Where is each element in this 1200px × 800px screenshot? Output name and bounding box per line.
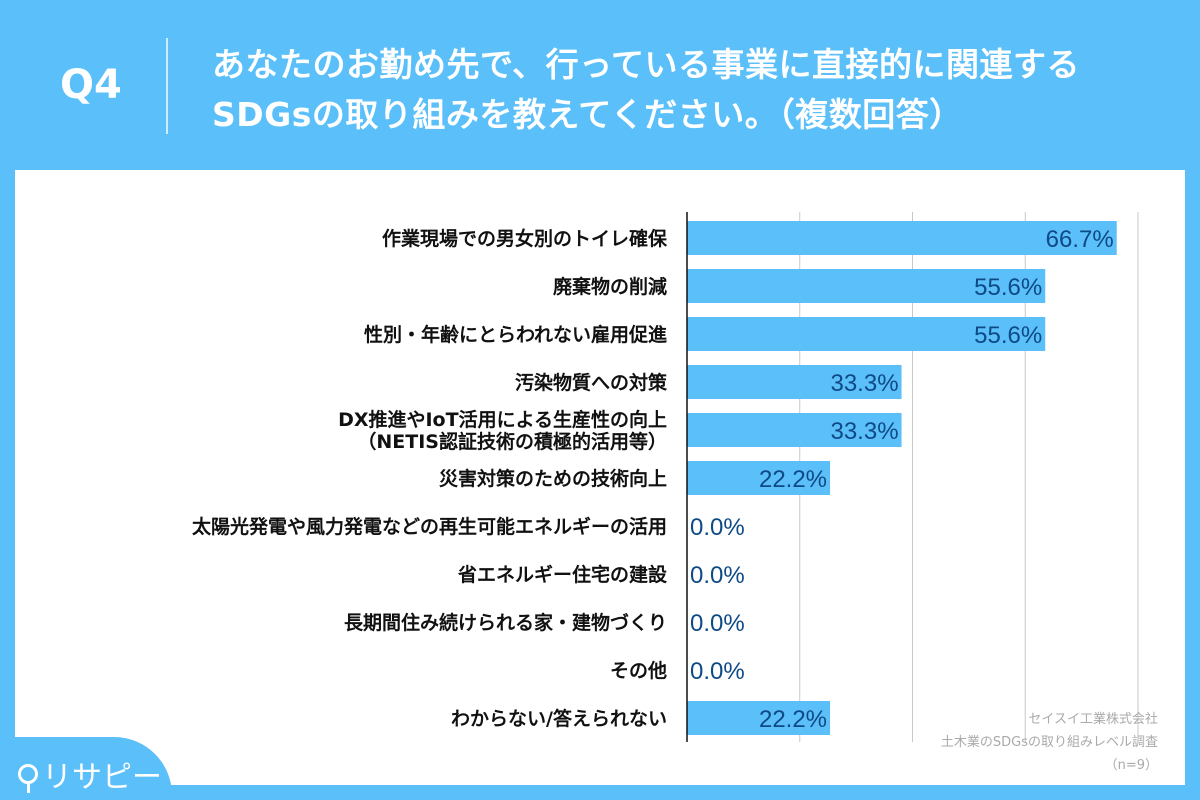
data-label: 33.3%	[830, 418, 898, 445]
bar	[687, 413, 902, 447]
header-divider	[166, 38, 168, 134]
data-label: 0.0%	[690, 610, 745, 637]
category-label: 廃棄物の削減	[553, 275, 667, 298]
data-label: 55.6%	[974, 274, 1042, 301]
question-number: Q4	[60, 62, 122, 108]
category-label: 省エネルギー住宅の建設	[457, 563, 668, 586]
data-label: 0.0%	[690, 562, 745, 589]
title-line-1: あなたのお勤め先で、行っている事業に直接的に関連する	[212, 45, 1081, 84]
data-label: 22.2%	[759, 466, 827, 493]
category-label: 太陽光発電や風力発電などの再生可能エネルギーの活用	[192, 515, 667, 538]
data-label: 55.6%	[974, 322, 1042, 349]
category-label: 長期間住み続けられる家・建物づくり	[344, 611, 667, 634]
source-note: セイスイ工業株式会社 土木業のSDGsの取り組みレベル調査 （n=9）	[941, 708, 1158, 777]
brand-logo: リサピー	[18, 752, 162, 796]
category-label: 作業現場での男女別のトイレ確保	[382, 227, 668, 250]
data-label: 66.7%	[1046, 226, 1114, 253]
category-label: その他	[610, 659, 667, 682]
title-line-2: SDGsの取り組みを教えてください。（複数回答）	[212, 95, 963, 134]
bar	[687, 269, 1046, 303]
source-survey: 土木業のSDGsの取り組みレベル調査	[940, 735, 1158, 750]
category-label: わからない/答えられない	[451, 707, 667, 730]
category-label: DX推進やIoT活用による生産性の向上（NETIS認証技術の積極的活用等）	[338, 408, 667, 453]
category-label: 性別・年齢にとらわれない雇用促進	[364, 323, 667, 346]
source-company: セイスイ工業株式会社	[1028, 712, 1158, 727]
category-label: 汚染物質への対策	[515, 371, 668, 394]
bar	[687, 317, 1046, 351]
data-label: 22.2%	[759, 706, 827, 733]
data-label: 0.0%	[690, 658, 745, 685]
data-label: 33.3%	[830, 370, 898, 397]
bar	[687, 221, 1117, 255]
sample-size: （n=9）	[1104, 758, 1158, 773]
pin-icon	[18, 764, 38, 793]
bar	[687, 365, 902, 399]
bar	[687, 701, 831, 735]
logo-text: リサピー	[42, 760, 162, 795]
bar	[687, 461, 831, 495]
data-label: 0.0%	[690, 514, 745, 541]
question-title: あなたのお勤め先で、行っている事業に直接的に関連する SDGsの取り組みを教えて…	[212, 40, 1080, 140]
category-label: 災害対策のための技術向上	[439, 467, 667, 490]
